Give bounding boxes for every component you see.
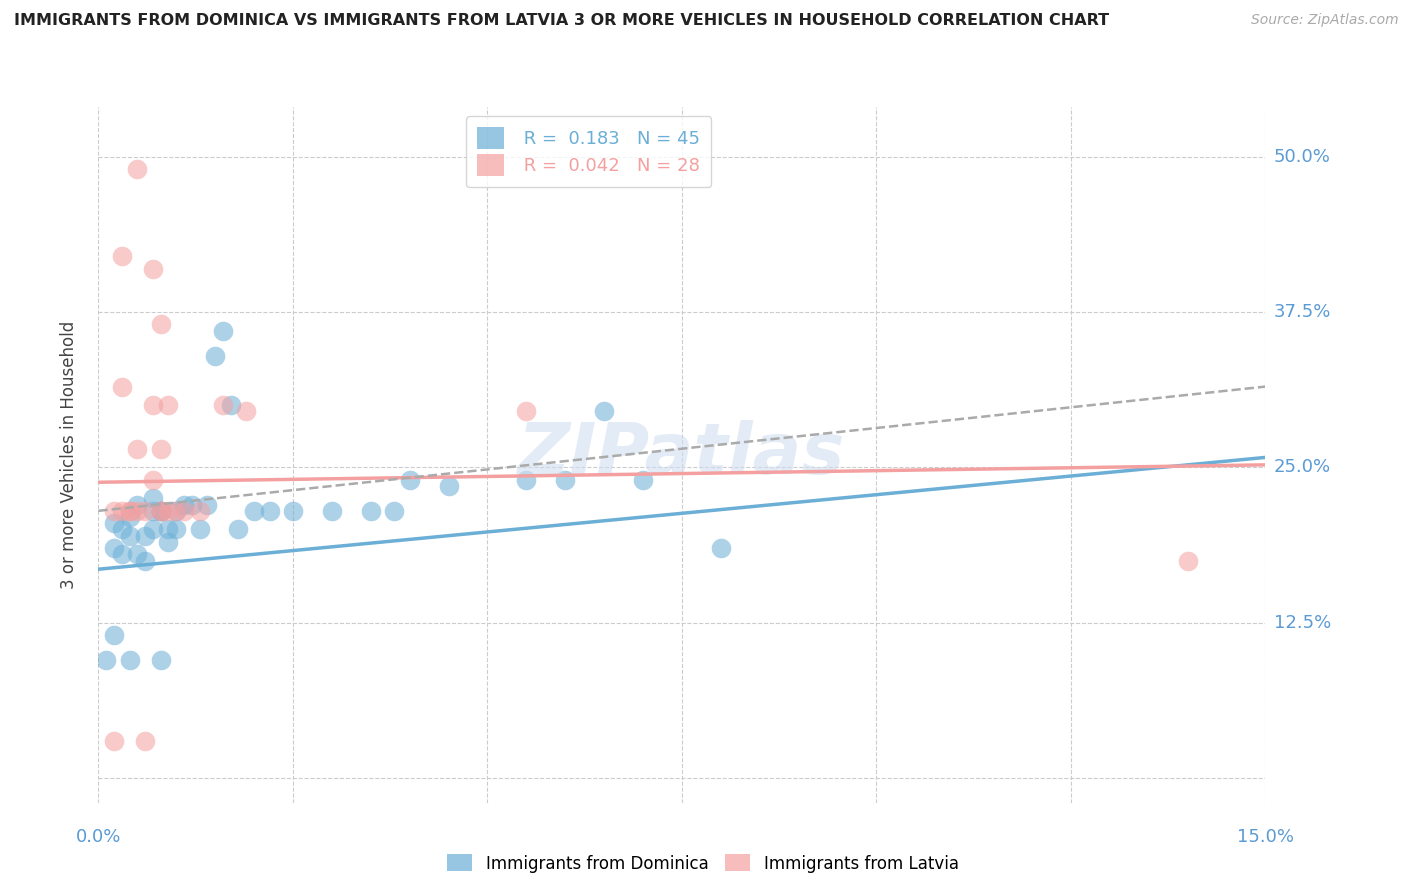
Point [437,479,460,493]
Point [142,504,165,518]
Point [127,442,149,456]
Point [710,541,733,555]
Legend:  R =  0.183   N = 45,  R =  0.042   N = 28: R = 0.183 N = 45, R = 0.042 N = 28 [465,116,711,187]
Point [96,653,118,667]
Point [165,504,187,518]
Point [165,523,187,537]
Point [173,504,195,518]
Point [118,510,141,524]
Point [149,653,172,667]
Text: 0.0%: 0.0% [76,828,121,846]
Point [188,504,211,518]
Point [281,504,304,518]
Point [111,379,134,393]
Point [118,653,141,667]
Point [103,516,125,531]
Point [149,442,172,456]
Point [235,404,257,418]
Y-axis label: 3 or more Vehicles in Household: 3 or more Vehicles in Household [59,321,77,589]
Point [212,398,235,412]
Point [118,504,141,518]
Point [134,504,156,518]
Point [398,473,420,487]
Point [243,504,266,518]
Text: IMMIGRANTS FROM DOMINICA VS IMMIGRANTS FROM LATVIA 3 OR MORE VEHICLES IN HOUSEHO: IMMIGRANTS FROM DOMINICA VS IMMIGRANTS F… [14,13,1109,29]
Point [111,504,134,518]
Point [142,473,165,487]
Point [149,504,172,518]
Point [134,529,156,543]
Point [127,498,149,512]
Point [259,504,281,518]
Point [157,504,180,518]
Point [195,498,218,512]
Text: ZIPatlas: ZIPatlas [519,420,845,490]
Point [142,491,165,506]
Point [149,504,172,518]
Point [134,553,156,567]
Point [118,504,141,518]
Point [118,529,141,543]
Point [204,349,226,363]
Point [515,404,537,418]
Point [149,504,172,518]
Point [1177,553,1199,567]
Point [111,249,134,263]
Point [127,547,149,561]
Point [142,398,165,412]
Point [142,261,165,276]
Point [173,498,195,512]
Point [127,162,149,177]
Point [228,523,250,537]
Point [134,733,156,747]
Point [149,318,172,332]
Point [103,628,125,642]
Point [165,504,187,518]
Point [111,547,134,561]
Point [360,504,382,518]
Point [212,324,235,338]
Point [382,504,405,518]
Text: 37.5%: 37.5% [1274,303,1331,321]
Point [149,504,172,518]
Point [103,541,125,555]
Point [554,473,576,487]
Point [149,504,172,518]
Point [103,733,125,747]
Point [321,504,343,518]
Point [631,473,654,487]
Text: Source: ZipAtlas.com: Source: ZipAtlas.com [1251,13,1399,28]
Text: 15.0%: 15.0% [1237,828,1294,846]
Text: 25.0%: 25.0% [1274,458,1331,476]
Legend: Immigrants from Dominica, Immigrants from Latvia: Immigrants from Dominica, Immigrants fro… [441,847,965,880]
Point [157,534,180,549]
Text: 12.5%: 12.5% [1274,614,1331,632]
Point [188,523,211,537]
Point [103,504,125,518]
Point [180,498,202,512]
Point [593,404,616,418]
Point [142,523,165,537]
Text: 50.0%: 50.0% [1274,148,1330,166]
Point [127,504,149,518]
Point [157,398,180,412]
Point [219,398,242,412]
Point [157,523,180,537]
Point [515,473,537,487]
Point [111,523,134,537]
